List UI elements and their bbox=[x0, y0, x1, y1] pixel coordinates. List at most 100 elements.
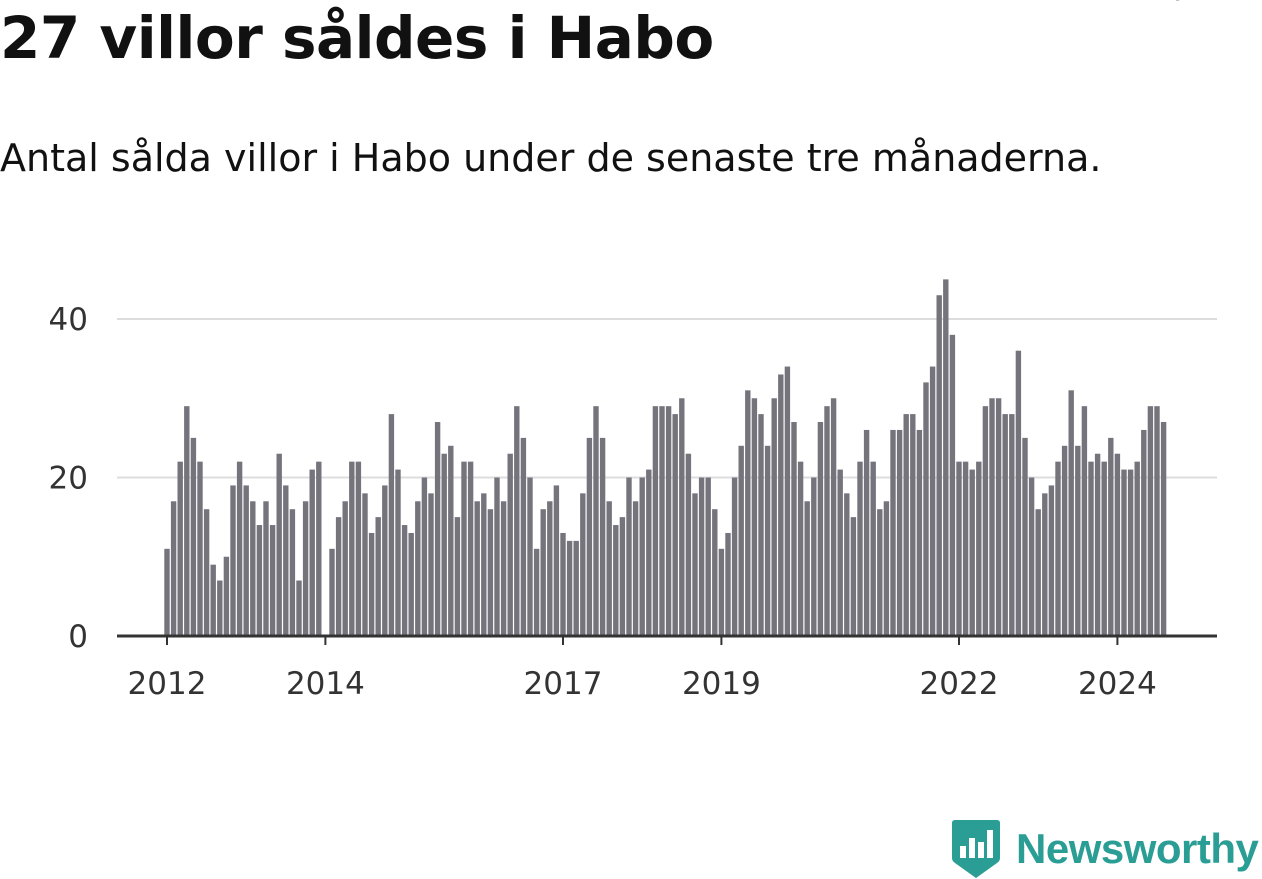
bar bbox=[632, 501, 639, 636]
bar bbox=[481, 493, 487, 636]
bar bbox=[1114, 453, 1121, 636]
labels: 0 20 40 2012 2014 2017 2019 2022 2024 27 bbox=[49, 0, 1190, 702]
bar bbox=[976, 461, 982, 636]
bar bbox=[646, 469, 652, 636]
bar bbox=[203, 509, 210, 636]
bar bbox=[368, 532, 375, 636]
bar bbox=[1009, 414, 1015, 636]
bar bbox=[817, 422, 824, 636]
bar bbox=[1101, 461, 1107, 636]
bar bbox=[850, 517, 857, 636]
bar bbox=[375, 517, 381, 636]
bar bbox=[943, 279, 949, 636]
bar bbox=[1075, 445, 1081, 636]
bar bbox=[520, 437, 527, 636]
bar bbox=[1061, 445, 1068, 636]
bar bbox=[995, 398, 1002, 636]
bar bbox=[1048, 485, 1055, 636]
bar bbox=[349, 461, 355, 636]
bar bbox=[916, 429, 923, 636]
bar bbox=[784, 366, 791, 636]
newsworthy-chart-badge-icon bbox=[952, 820, 1000, 878]
bar bbox=[217, 580, 223, 636]
bar bbox=[395, 469, 401, 636]
x-tick-label: 2024 bbox=[1078, 666, 1157, 702]
bar bbox=[1042, 493, 1048, 636]
bar bbox=[877, 509, 883, 636]
brand-name: Newsworthy bbox=[1016, 825, 1259, 872]
bar bbox=[1081, 406, 1088, 636]
bar bbox=[461, 461, 467, 636]
bar bbox=[296, 580, 302, 636]
bar bbox=[1108, 437, 1114, 636]
bar bbox=[1141, 429, 1147, 636]
bar bbox=[870, 461, 876, 636]
bar bbox=[283, 485, 289, 636]
bar bbox=[1055, 461, 1061, 636]
axes bbox=[117, 634, 1217, 645]
bar bbox=[580, 493, 586, 636]
bar bbox=[487, 509, 494, 636]
bar bbox=[659, 406, 665, 636]
bar bbox=[982, 406, 989, 636]
bar bbox=[791, 422, 797, 636]
bar bbox=[771, 398, 777, 636]
y-tick-label: 40 bbox=[49, 302, 88, 338]
bar bbox=[758, 414, 764, 636]
bar bbox=[830, 398, 837, 636]
bar bbox=[725, 532, 731, 636]
bar bbox=[342, 501, 348, 636]
bar bbox=[243, 485, 249, 636]
bar bbox=[778, 374, 784, 636]
bar bbox=[613, 525, 619, 636]
y-tick-label: 20 bbox=[49, 461, 88, 497]
bar bbox=[764, 445, 771, 636]
bar bbox=[533, 548, 540, 636]
bar bbox=[382, 485, 388, 636]
bar bbox=[1094, 453, 1101, 636]
bar bbox=[236, 461, 243, 636]
bar bbox=[962, 461, 969, 636]
bar bbox=[896, 429, 903, 636]
x-tick-label: 2014 bbox=[286, 666, 365, 702]
bar bbox=[573, 540, 579, 636]
bar bbox=[302, 501, 309, 636]
bar bbox=[811, 477, 817, 636]
page-title: 27 villor såldes i Habo bbox=[0, 4, 714, 72]
bar bbox=[428, 493, 434, 636]
bar bbox=[362, 493, 368, 636]
bar bbox=[1068, 390, 1074, 636]
newsworthy-logo: Newsworthy bbox=[952, 820, 1259, 878]
bar bbox=[454, 517, 461, 636]
bar bbox=[837, 469, 843, 636]
bar bbox=[230, 485, 236, 636]
bar bbox=[745, 390, 751, 636]
bar bbox=[223, 556, 230, 636]
bar bbox=[474, 501, 480, 636]
bar bbox=[421, 477, 428, 636]
bar bbox=[718, 548, 725, 636]
bar bbox=[355, 461, 362, 636]
bars bbox=[164, 279, 1167, 636]
bar bbox=[1127, 469, 1134, 636]
bar bbox=[434, 422, 441, 636]
bar bbox=[177, 461, 183, 636]
bar bbox=[910, 414, 916, 636]
bar bbox=[751, 398, 758, 636]
bar bbox=[250, 501, 256, 636]
bar bbox=[593, 406, 599, 636]
bar bbox=[415, 501, 421, 636]
x-tick-label: 2012 bbox=[128, 666, 207, 702]
bar bbox=[1015, 350, 1022, 636]
bar bbox=[329, 548, 335, 636]
bar bbox=[705, 477, 711, 636]
bar bbox=[190, 437, 197, 636]
bar bbox=[1002, 414, 1008, 636]
bar bbox=[507, 453, 513, 636]
bar bbox=[263, 501, 269, 636]
bar bbox=[566, 540, 573, 636]
bar bbox=[890, 429, 896, 636]
bar bbox=[929, 366, 936, 636]
bar bbox=[184, 406, 190, 636]
